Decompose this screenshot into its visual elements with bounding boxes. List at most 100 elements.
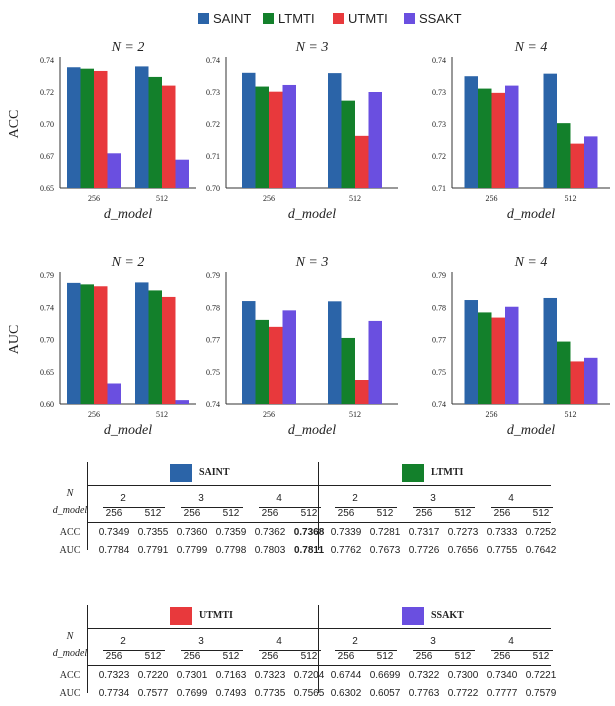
- group-swatch: [402, 464, 424, 482]
- group-swatch: [402, 607, 424, 625]
- y-tick-label: 0.74: [206, 400, 220, 409]
- legend-label-saint: SAINT: [213, 11, 251, 26]
- auc-value: 0.7777: [486, 688, 518, 699]
- auc-value: 0.7762: [330, 545, 362, 556]
- d-model-value: 512: [376, 651, 394, 662]
- d-model-value: 256: [415, 651, 433, 662]
- auc-value: 0.7735: [254, 688, 286, 699]
- y-tick-label: 0.72: [432, 152, 446, 161]
- d-model-value: 256: [493, 508, 511, 519]
- d-model-value: 512: [454, 508, 472, 519]
- y-tick-label: 0.74: [40, 56, 54, 65]
- acc-value: 0.7355: [137, 527, 169, 538]
- acc-value: 0.7163: [215, 670, 247, 681]
- d-model-value: 256: [337, 508, 355, 519]
- table-rule: [88, 665, 551, 666]
- x-axis-label: d_model: [104, 207, 152, 222]
- legend-label-ltmti: LTMTI: [278, 11, 315, 26]
- table-separator: [87, 462, 88, 550]
- bar-ltmti-256: [478, 312, 492, 404]
- bar-ssakt-512: [368, 320, 382, 404]
- bar-ssakt-512: [175, 400, 189, 404]
- y-tick-label: 0.77: [432, 336, 446, 345]
- d-model-value: 256: [261, 651, 279, 662]
- chart-title: N = 2: [111, 40, 145, 55]
- d-model-value: 256: [183, 651, 201, 662]
- n-underline: [259, 507, 321, 508]
- auc-value: 0.7579: [525, 688, 557, 699]
- bar-ssakt-512: [175, 159, 189, 188]
- x-axis-label: d_model: [507, 207, 555, 222]
- group-name: SAINT: [199, 467, 230, 478]
- x-tick-label: 256: [486, 194, 498, 203]
- bar-saint-256: [464, 76, 478, 188]
- n-value: 2: [352, 636, 358, 647]
- n-value: 3: [430, 493, 436, 504]
- y-tick-label: 0.70: [40, 120, 54, 129]
- acc-value: 0.7322: [408, 670, 440, 681]
- n-value: 2: [120, 636, 126, 647]
- y-tick-label: 0.71: [432, 184, 446, 193]
- auc-value: 0.7811: [293, 545, 325, 556]
- group-name: UTMTI: [199, 610, 233, 621]
- acc-value: 0.7273: [447, 527, 479, 538]
- bar-utmti-256: [94, 70, 108, 188]
- x-axis-label: d_model: [288, 423, 336, 438]
- legend-swatch-ltmti: [263, 13, 274, 24]
- d-model-value: 512: [222, 651, 240, 662]
- group-name: LTMTI: [431, 467, 464, 478]
- bar-utmti-512: [162, 85, 176, 188]
- legend-swatch-ssakt: [404, 13, 415, 24]
- d-model-value: 256: [337, 651, 355, 662]
- acc-value: 0.7281: [369, 527, 401, 538]
- acc-value: 0.7220: [137, 670, 169, 681]
- auc-value: 0.7791: [137, 545, 169, 556]
- acc-value: 0.7333: [486, 527, 518, 538]
- y-tick-label: 0.77: [206, 336, 220, 345]
- chart-title: N = 3: [295, 40, 329, 55]
- bar-saint-256: [67, 282, 81, 404]
- auc-value: 0.6302: [330, 688, 362, 699]
- table-separator: [318, 462, 319, 550]
- bar-saint-512: [328, 301, 342, 404]
- bar-ltmti-512: [148, 290, 162, 404]
- acc-value: 0.7339: [330, 527, 362, 538]
- bar-ssakt-256: [505, 306, 519, 404]
- d-model-value: 512: [144, 651, 162, 662]
- acc-value: 0.6699: [369, 670, 401, 681]
- n-value: 4: [276, 493, 282, 504]
- y-tick-label: 0.78: [206, 303, 220, 312]
- bar-saint-512: [328, 73, 342, 188]
- row-label-acc: ACC: [59, 527, 81, 538]
- y-tick-label: 0.73: [432, 120, 446, 129]
- chart-title: N = 2: [111, 255, 145, 270]
- bar-ssakt-256: [282, 310, 296, 404]
- bar-ssakt-256: [107, 153, 121, 188]
- acc-value: 0.7300: [447, 670, 479, 681]
- n-value: 2: [352, 493, 358, 504]
- legend-label-ssakt: SSAKT: [419, 11, 462, 26]
- acc-value: 0.7368: [293, 527, 325, 538]
- n-underline: [181, 507, 243, 508]
- bar-saint-512: [543, 73, 557, 188]
- y-tick-label: 0.75: [206, 368, 220, 377]
- acc-value: 0.6744: [330, 670, 362, 681]
- bar-ltmti-512: [341, 337, 355, 404]
- y-tick-label: 0.72: [40, 88, 54, 97]
- y-tick-label: 0.65: [40, 368, 54, 377]
- bar-utmti-256: [491, 317, 505, 404]
- d-model-value: 256: [493, 651, 511, 662]
- x-tick-label: 256: [88, 410, 100, 419]
- bar-ltmti-512: [557, 123, 571, 188]
- y-tick-label: 0.67: [40, 152, 54, 161]
- bar-saint-256: [242, 72, 256, 188]
- acc-value: 0.7362: [254, 527, 286, 538]
- x-tick-label: 256: [486, 410, 498, 419]
- n-value: 4: [508, 493, 514, 504]
- bar-ltmti-256: [80, 284, 94, 404]
- n-underline: [181, 650, 243, 651]
- y-tick-label: 0.73: [432, 88, 446, 97]
- table-separator: [318, 605, 319, 693]
- bar-ltmti-256: [255, 319, 269, 404]
- y-tick-label: 0.79: [432, 271, 446, 280]
